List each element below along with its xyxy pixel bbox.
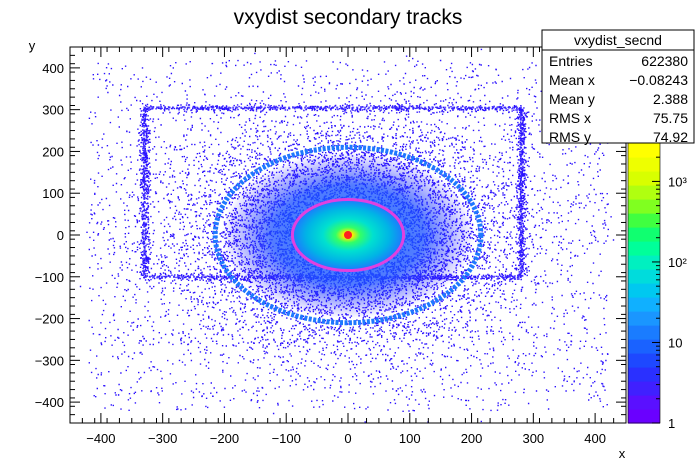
y-tick-label: 300 — [42, 103, 64, 118]
color-bar-segment — [628, 311, 660, 326]
x-tick-label: 100 — [399, 431, 421, 446]
color-bar-segment — [628, 157, 660, 172]
stats-row-value: −0.08243 — [629, 72, 688, 88]
color-bar-segment — [628, 171, 660, 186]
stats-row-value: 622380 — [641, 53, 688, 69]
color-bar-segment — [628, 199, 660, 214]
color-bar-segment — [628, 213, 660, 228]
color-bar-segment — [628, 297, 660, 312]
x-tick-label: 300 — [522, 431, 544, 446]
stats-row-label: Mean y — [549, 91, 595, 107]
y-tick-label: −300 — [35, 353, 64, 368]
scatter-cloud — [79, 48, 615, 423]
x-tick-label: −300 — [148, 431, 177, 446]
z-tick-label: 1 — [668, 416, 675, 431]
rectangle-band — [143, 106, 522, 278]
color-bar-segment — [628, 409, 660, 424]
y-tick-label: −100 — [35, 270, 64, 285]
x-tick-label: −200 — [210, 431, 239, 446]
y-tick-label: −400 — [35, 395, 64, 410]
color-bar-segment — [628, 255, 660, 270]
stats-row-label: RMS y — [549, 129, 591, 145]
y-tick-label: 400 — [42, 61, 64, 76]
chart-title: vxydist secondary tracks — [234, 6, 463, 29]
stats-row-value: 2.388 — [653, 91, 688, 107]
y-tick-label: 0 — [57, 228, 64, 243]
color-bar-segment — [628, 283, 660, 298]
x-tick-label: 0 — [344, 431, 351, 446]
color-bar-segment — [628, 143, 660, 158]
x-tick-label: 400 — [584, 431, 606, 446]
stats-row-label: Mean x — [549, 72, 595, 88]
color-scale-bar — [627, 142, 661, 424]
stats-row-label: RMS x — [549, 110, 591, 126]
stats-row-label: Entries — [549, 53, 593, 69]
color-bar-segment — [628, 381, 660, 396]
color-scale-axis: 1 10 10² 10³ — [652, 142, 687, 431]
color-bar-segment — [628, 227, 660, 242]
z-tick-label: 10² — [668, 255, 687, 270]
stats-row-value: 75.75 — [653, 110, 688, 126]
x-tick-label: −100 — [272, 431, 301, 446]
stats-rows: Entries 622380 Mean x −0.08243 Mean y 2.388 RM… — [549, 53, 688, 145]
scatter-bins — [79, 48, 615, 423]
y-tick-label: −200 — [35, 312, 64, 327]
stats-box: vxydist_secnd Entries 622380 Mean x −0.0824… — [541, 29, 695, 145]
heatmap-body — [79, 48, 615, 423]
y-tick-label: 200 — [42, 144, 64, 159]
hot-spot — [344, 231, 352, 239]
x-tick-label: −400 — [86, 431, 115, 446]
z-tick-label: 10 — [668, 335, 682, 350]
y-axis-label: y — [29, 38, 36, 53]
outer-ring — [212, 144, 484, 326]
color-bar-segment — [628, 241, 660, 256]
inner-ring — [290, 197, 406, 273]
x-axis-label: x — [619, 446, 626, 461]
stats-box-title: vxydist_secnd — [574, 32, 662, 48]
rectangle-outline — [143, 106, 522, 278]
y-tick-label: 100 — [42, 186, 64, 201]
color-bar-segment — [628, 339, 660, 354]
x-tick-label: 200 — [461, 431, 483, 446]
color-bar-segment — [628, 367, 660, 382]
color-bar-segment — [628, 325, 660, 340]
stats-row-value: 74.92 — [653, 129, 688, 145]
color-bar-segment — [628, 269, 660, 284]
color-bar-segment — [628, 353, 660, 368]
color-bar-segment — [628, 395, 660, 410]
z-tick-label: 10³ — [668, 174, 687, 189]
color-bar-segment — [628, 185, 660, 200]
stats-box-frame — [541, 29, 695, 144]
